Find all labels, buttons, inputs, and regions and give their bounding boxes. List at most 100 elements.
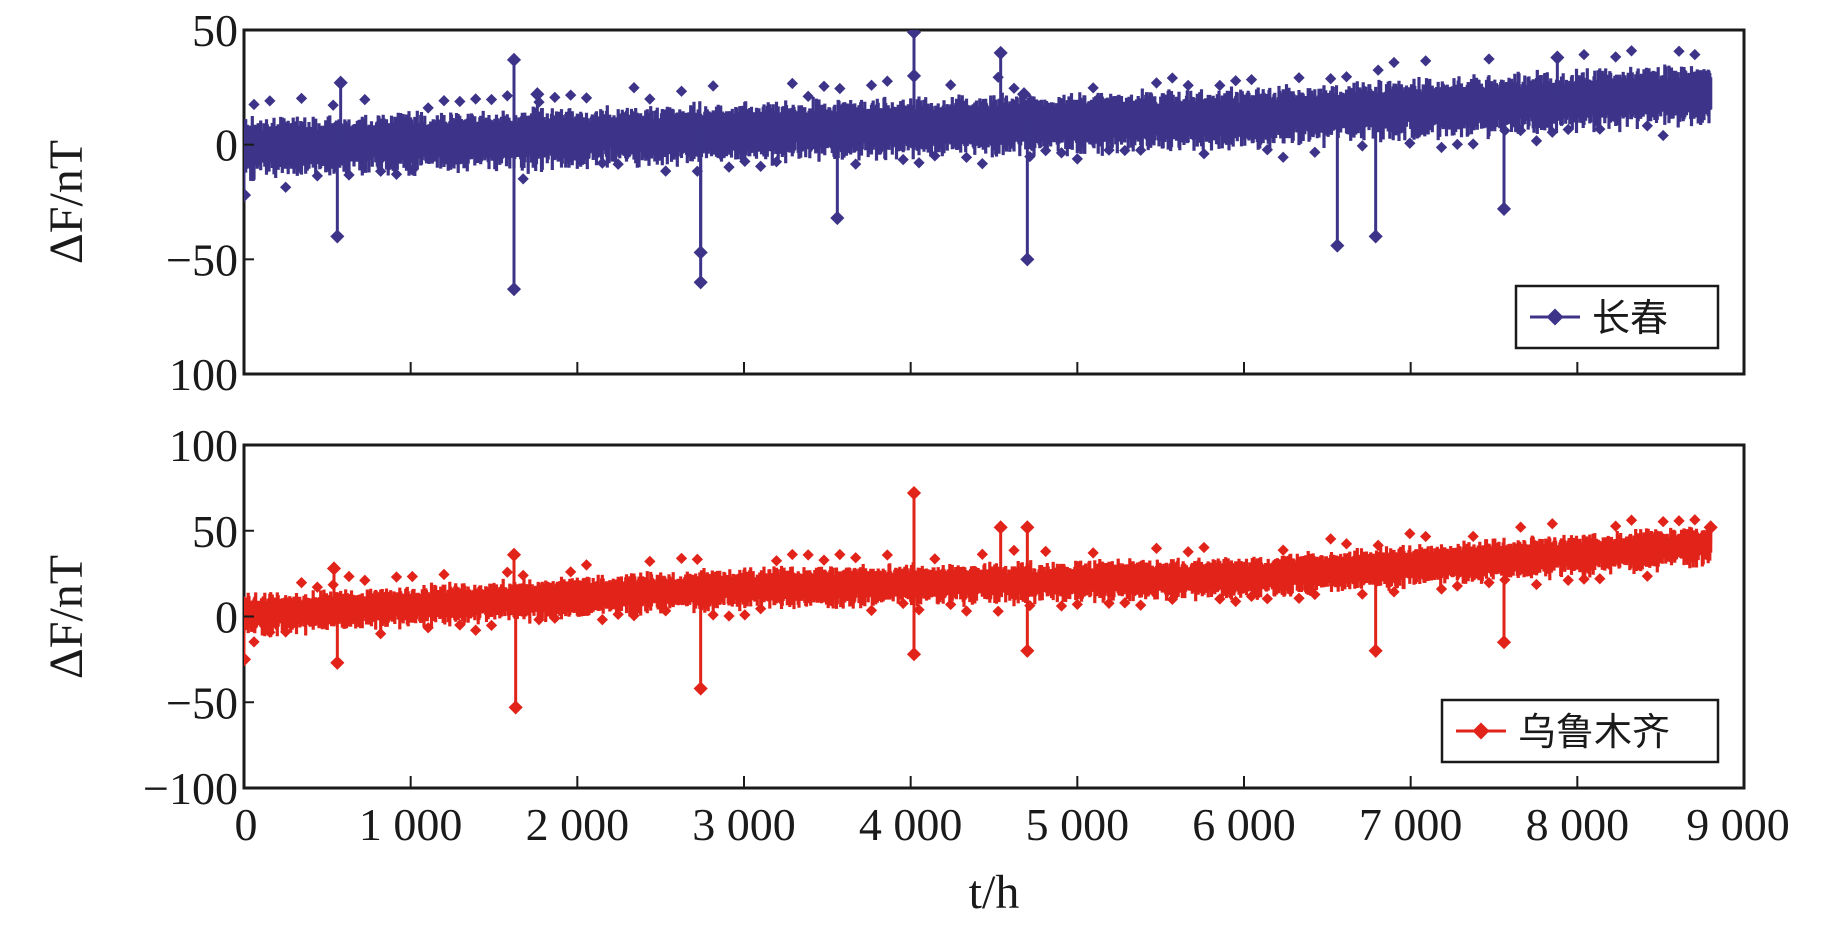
data-marker: [818, 80, 830, 92]
data-marker: [311, 170, 323, 182]
data-marker: [739, 155, 751, 168]
data-marker: [1309, 146, 1321, 158]
data-marker: [1689, 514, 1701, 526]
data-marker: [770, 555, 783, 567]
plot-area-top: [244, 30, 1713, 297]
data-marker: [786, 548, 798, 561]
x-tick-label: 6 000: [1192, 799, 1296, 850]
data-marker: [485, 619, 498, 632]
data-marker: [739, 609, 751, 621]
data-marker: [723, 610, 735, 622]
data-marker: [1119, 597, 1131, 609]
legend-bottom: 乌鲁木齐: [1440, 698, 1720, 764]
data-marker: [580, 92, 593, 104]
data-marker: [1625, 45, 1638, 57]
data-marker: [945, 79, 957, 91]
data-marker: [1435, 583, 1448, 595]
data-marker: [1293, 72, 1305, 84]
data-marker: [248, 636, 260, 648]
y-tick-label: 100: [169, 349, 238, 400]
data-marker: [850, 552, 862, 564]
data-marker: [1356, 140, 1368, 152]
data-marker: [1610, 51, 1622, 63]
spike-marker: [906, 68, 922, 83]
y-axis-title-top: ΔF/nT: [40, 140, 93, 264]
data-marker: [327, 579, 339, 591]
spike-marker: [1496, 201, 1512, 216]
data-marker: [1356, 588, 1368, 600]
data-marker: [1150, 542, 1163, 554]
data-marker: [1594, 573, 1606, 585]
data-marker: [644, 555, 656, 568]
data-marker: [1040, 144, 1052, 157]
x-tick-label: 7 000: [1359, 799, 1463, 850]
data-marker: [1451, 580, 1463, 592]
data-marker: [438, 568, 450, 581]
data-marker: [929, 150, 941, 162]
data-marker: [976, 158, 988, 170]
data-marker: [1166, 593, 1178, 606]
data-marker: [295, 577, 308, 589]
data-marker: [327, 99, 339, 111]
y-tick-label: 50: [192, 506, 238, 557]
plot-area-bottom: [244, 485, 1718, 715]
data-marker: [913, 157, 925, 169]
data-marker: [1467, 138, 1479, 150]
data-marker: [280, 626, 292, 638]
data-marker: [549, 91, 561, 104]
data-marker: [501, 566, 513, 578]
spike-marker: [693, 681, 708, 696]
data-marker: [565, 566, 577, 578]
data-marker: [770, 156, 783, 168]
data-marker: [628, 610, 640, 622]
data-marker: [1530, 135, 1543, 147]
legend-label-bottom: 乌鲁木齐: [1518, 710, 1670, 754]
data-marker: [1578, 48, 1590, 61]
x-tick-label: 5 000: [1026, 799, 1130, 850]
data-marker: [1261, 144, 1273, 156]
spike-marker: [906, 30, 922, 40]
legend-label-top: 长春: [1592, 296, 1668, 340]
data-marker: [485, 93, 498, 106]
spike-marker: [1496, 635, 1512, 650]
y-tick-label: 50: [192, 5, 238, 56]
data-marker: [660, 165, 672, 177]
data-marker: [1214, 79, 1226, 92]
spike-marker: [1330, 238, 1345, 253]
data-marker: [1198, 148, 1210, 160]
data-marker: [644, 93, 656, 105]
data-marker: [565, 89, 577, 101]
spike-marker: [1016, 87, 1032, 102]
data-marker: [1135, 599, 1147, 611]
spike-marker: [508, 700, 523, 715]
x-tick-label: 9 000: [1686, 799, 1790, 850]
y-tick-label: −50: [166, 677, 238, 728]
data-marker: [1277, 151, 1289, 163]
axis-ticks-top: 50 0 −50 100: [166, 5, 1579, 400]
spike-marker: [906, 647, 922, 662]
data-marker: [1087, 82, 1099, 94]
y-tick-label: −50: [166, 234, 238, 285]
data-marker: [1230, 595, 1242, 608]
data-marker: [1625, 514, 1638, 526]
spike-marker: [330, 229, 345, 244]
data-marker: [501, 90, 513, 102]
data-marker: [612, 608, 624, 621]
data-marker: [596, 614, 608, 626]
data-marker: [818, 554, 830, 566]
data-marker: [1166, 72, 1178, 84]
data-marker: [470, 624, 482, 636]
data-marker: [1420, 530, 1432, 543]
data-marker: [1261, 593, 1273, 605]
data-marker: [1562, 123, 1574, 136]
data-marker: [675, 85, 688, 97]
data-marker: [1641, 120, 1653, 132]
spike-marker: [330, 655, 345, 670]
data-marker: [454, 619, 466, 631]
data-marker: [1325, 73, 1337, 85]
data-marker: [1340, 538, 1353, 550]
signal-band: [244, 526, 1713, 638]
spike-marker: [906, 485, 922, 501]
